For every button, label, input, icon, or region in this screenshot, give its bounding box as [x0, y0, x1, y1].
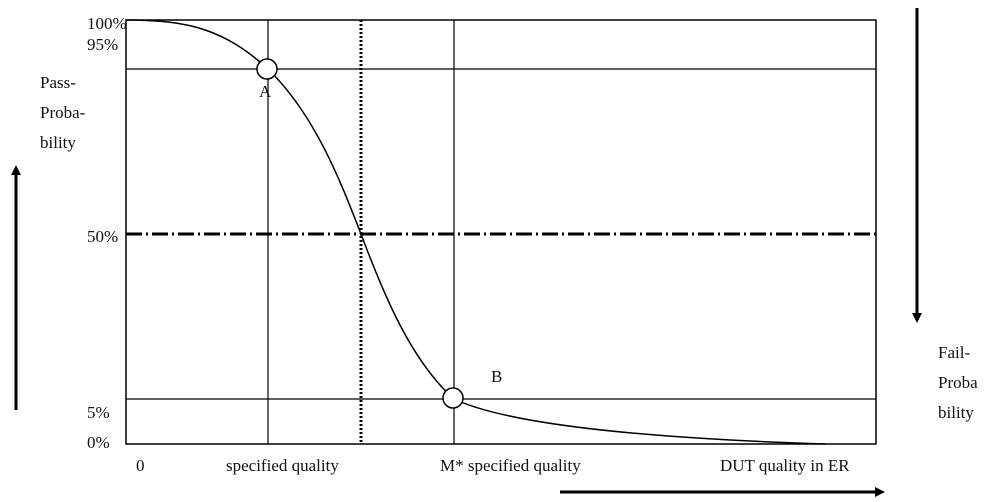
y-tick-95: 95%	[87, 35, 118, 54]
pass-probability-title-line-3: bility	[40, 133, 76, 152]
point-b-marker	[442, 387, 464, 409]
point-b-label: B	[491, 367, 502, 386]
pass-probability-title-line-2: Proba-	[40, 103, 86, 122]
y-tick-50: 50%	[87, 227, 118, 246]
fail-probability-title-line-1: Fail-	[938, 343, 970, 362]
point-a-marker	[256, 58, 278, 80]
plot-frame	[125, 19, 877, 445]
y-tick-0: 0%	[87, 433, 110, 452]
fail-probability-title-line-3: bility	[938, 403, 974, 422]
y-tick-5: 5%	[87, 403, 110, 422]
pass-probability-title-line-1: Pass-	[40, 73, 76, 92]
y-tick-100: 100%	[87, 14, 127, 33]
pass-probability-curve	[125, 19, 826, 445]
x-tick-dut-quality: DUT quality in ER	[720, 456, 850, 475]
x-tick-m-specified-quality: M* specified quality	[440, 456, 581, 475]
x-tick-zero: 0	[136, 456, 145, 475]
x-tick-specified-quality: specified quality	[226, 456, 339, 475]
fail-probability-title-line-2: Proba	[938, 373, 978, 392]
point-a-label: A	[259, 82, 272, 101]
